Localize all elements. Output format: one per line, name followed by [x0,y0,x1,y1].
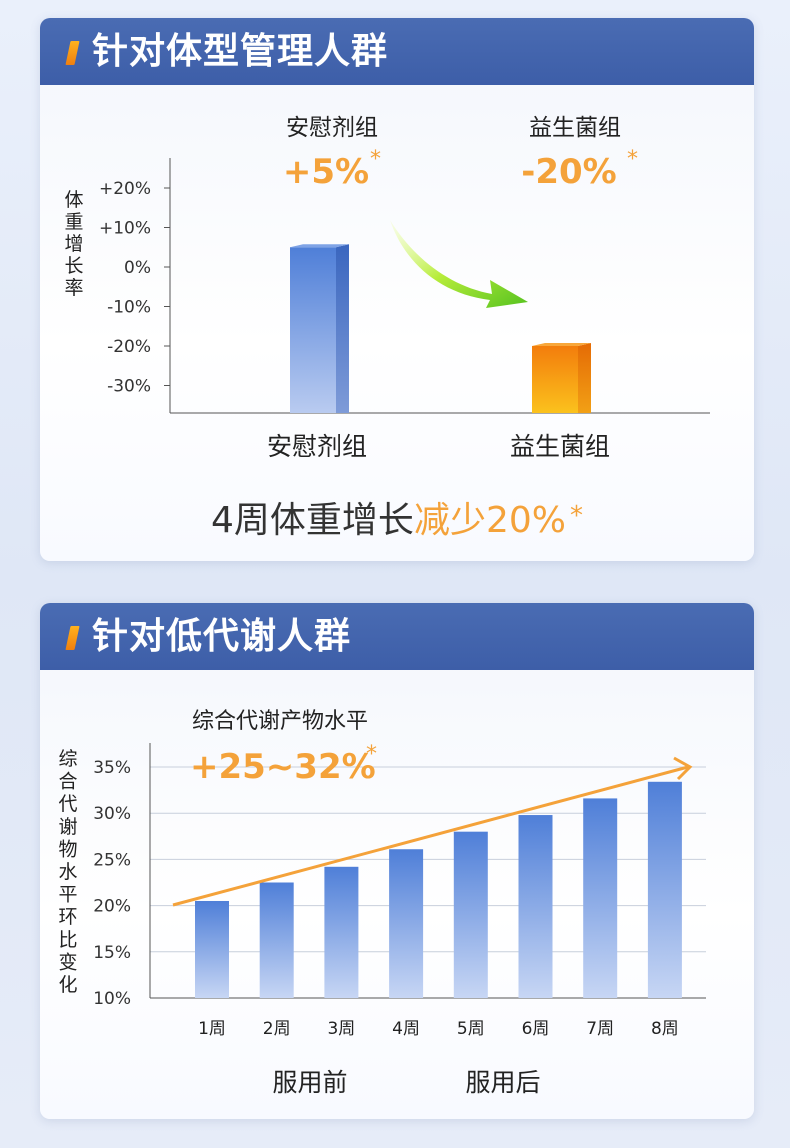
y-axis-ticks: +20% +10% 0% -10% -20% -30% [99,179,170,397]
bar-front [532,346,578,413]
y-tick-label: -30% [107,377,151,397]
x-tick-label: 6周 [522,1019,550,1039]
y-tick-label: +20% [99,179,151,199]
y-axis-label-char: 增 [64,233,83,255]
summary-highlight: 减少20% [413,500,566,541]
decrease-arrow-icon [390,220,528,308]
y-tick-label: 30% [93,804,131,824]
bar [195,900,229,998]
y-axis-label-char: 率 [64,277,83,299]
y-tick-label: -20% [107,337,151,357]
bar [453,831,488,998]
y-tick-label: 0% [124,258,151,278]
y-axis-label-char: 物 [58,838,77,860]
y-tick-label: 35% [93,758,131,778]
x-axis-labels: 1周 2周 3周 4周 5周 6周 7周 8周 [198,1019,679,1039]
x-tick-label: 4周 [392,1019,420,1039]
y-tick-label: +10% [99,219,151,239]
x-tick-label: 2周 [263,1019,291,1039]
bar [389,849,424,998]
bar-side [578,343,591,413]
annotation-value: -20% [521,152,617,192]
x-tick-label: 8周 [651,1019,679,1039]
y-axis-label-char: 综 [58,748,77,770]
period-labels: 服用前 服用后 [272,1068,540,1097]
bar-side [336,244,349,413]
y-axis-label-char: 重 [64,211,83,233]
bars [290,244,591,413]
summary-text: 4周体重增长减少20% * [40,491,754,543]
bar [532,343,591,413]
annotation-star: * [366,742,377,767]
y-tick-label: 25% [93,850,131,870]
y-axis-label-char: 体 [64,189,83,211]
period-label: 服用前 [272,1068,347,1097]
y-axis-ticks: 35% 30% 25% 20% 15% 10% [93,758,131,1009]
annotation-value: +5% [283,152,369,192]
y-axis-label-char: 合 [58,771,77,793]
annotation-value: +25~32% [190,747,376,787]
y-axis-label-char: 水 [58,861,77,883]
y-tick-label: -10% [107,298,151,318]
annotation-title: 安慰剂组 [286,115,378,141]
annotation-title: 综合代谢产物水平 [192,709,368,734]
y-tick-label: 20% [93,897,131,917]
bars [195,781,682,998]
trend-arrow-icon [172,756,693,907]
card-header: 针对低代谢人群 [40,603,754,670]
gridlines [150,766,706,953]
summary-star: * [569,501,583,531]
y-axis-label-char: 比 [58,929,77,951]
x-tick-label: 7周 [586,1019,614,1039]
y-axis-label-char: 化 [58,974,77,996]
bar [324,866,359,998]
card-title: 针对低代谢人群 [92,616,352,657]
period-label: 服用后 [465,1068,540,1097]
bar [647,781,682,998]
weight-management-card: 针对体型管理人群 [40,18,754,561]
y-tick-label: 10% [93,989,131,1009]
x-tick-label: 益生菌组 [510,432,610,461]
bar [290,244,349,413]
bar [583,798,618,998]
x-tick-label: 3周 [327,1019,355,1039]
x-tick-label: 安慰剂组 [267,432,367,461]
bar-top [290,244,349,248]
bar-front [290,247,336,413]
low-metabolism-card: 针对低代谢人群 综合代谢物水平环比变化 35% 30% 25% 20% 15% 10% 综… [40,603,754,1119]
value-annotations: 综合代谢产物水平 +25~32%* [190,709,377,787]
summary-prefix: 4周体重增长 [211,500,414,541]
bar [518,815,553,998]
y-axis-label-char: 代 [58,793,77,815]
y-tick-label: 15% [93,943,131,963]
card-title: 针对体型管理人群 [92,31,389,72]
annotation-star: * [627,147,638,172]
bar [259,882,294,998]
y-axis-label-char: 变 [58,951,77,973]
card-header: 针对体型管理人群 [40,18,754,85]
bar-top [532,343,591,346]
annotation-title: 益生菌组 [529,115,621,141]
y-axis-label-char: 环 [58,906,77,928]
y-axis-label-char: 谢 [58,816,77,838]
y-axis-label-char: 平 [58,884,77,906]
x-tick-label: 1周 [198,1019,226,1039]
x-tick-label: 5周 [457,1019,485,1039]
x-axis-labels: 安慰剂组 益生菌组 [267,432,610,461]
value-annotations: 安慰剂组+5% *益生菌组-20% * [283,115,638,192]
annotation-star: * [370,147,381,172]
y-axis-label-char: 长 [64,255,83,277]
